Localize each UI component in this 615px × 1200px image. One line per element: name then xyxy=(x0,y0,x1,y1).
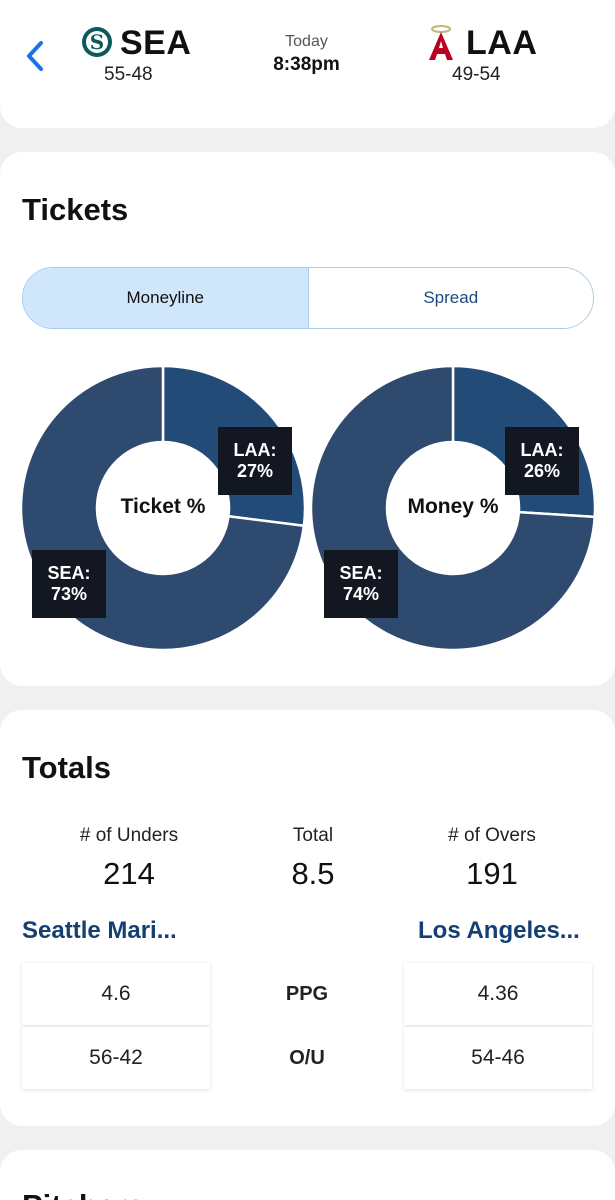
ticket-percent-label: Ticket % xyxy=(120,495,206,518)
tab-spread[interactable]: Spread xyxy=(308,268,593,328)
game-time: 8:38pm xyxy=(273,54,340,75)
away-team-abbr: SEA xyxy=(120,24,192,62)
mariners-logo-icon: S xyxy=(82,27,112,57)
svg-text:S: S xyxy=(90,30,104,54)
game-day: Today xyxy=(285,33,328,50)
ticket-sea-badge: SEA: 73% xyxy=(32,550,106,618)
pitchers-title: Pitchers xyxy=(22,1188,144,1200)
money-percent-label: Money % xyxy=(407,495,499,518)
total-value: 8.5 xyxy=(291,856,335,891)
ticket-laa-badge: LAA: 27% xyxy=(218,427,292,495)
totals-title: Totals xyxy=(22,750,111,785)
away-ppg-cell: 4.6 xyxy=(22,963,210,1025)
ppg-label: PPG xyxy=(285,983,329,1005)
ou-label: O/U xyxy=(289,1047,325,1069)
pitchers-section: Pitchers xyxy=(0,1150,615,1200)
away-team-record: 55-48 xyxy=(104,64,153,85)
totals-section: Totals # of Unders 214 Total 8.5 # of Ov… xyxy=(0,710,615,1126)
donut-hole xyxy=(387,442,519,574)
bet-type-toggle: Moneyline Spread xyxy=(22,267,594,329)
unders-value: 214 xyxy=(103,856,155,891)
unders-label: # of Unders xyxy=(79,825,179,846)
home-ppg-cell: 4.36 xyxy=(404,963,592,1025)
home-team-name: Los Angeles... xyxy=(418,917,580,944)
money-sea-badge: SEA: 74% xyxy=(324,550,398,618)
home-ou-cell: 54-46 xyxy=(404,1027,592,1089)
game-header: S SEA 55-48 Today 8:38pm LAA 49-54 xyxy=(0,0,615,128)
money-laa-badge: LAA: 26% xyxy=(505,427,579,495)
home-team-abbr: LAA xyxy=(466,24,538,62)
overs-label: # of Overs xyxy=(448,825,536,846)
donut-hole xyxy=(97,442,229,574)
away-team-name: Seattle Mari... xyxy=(22,917,177,944)
tickets-title: Tickets xyxy=(22,192,129,227)
tab-moneyline[interactable]: Moneyline xyxy=(23,268,309,328)
overs-value: 191 xyxy=(466,856,518,891)
total-label: Total xyxy=(292,825,334,846)
angels-logo-icon xyxy=(429,25,453,60)
back-chevron-icon[interactable] xyxy=(22,36,48,76)
tickets-section: Tickets Moneyline Spread Ticket % LAA: 2… xyxy=(0,152,615,686)
away-ou-cell: 56-42 xyxy=(22,1027,210,1089)
home-team-record: 49-54 xyxy=(452,64,501,85)
